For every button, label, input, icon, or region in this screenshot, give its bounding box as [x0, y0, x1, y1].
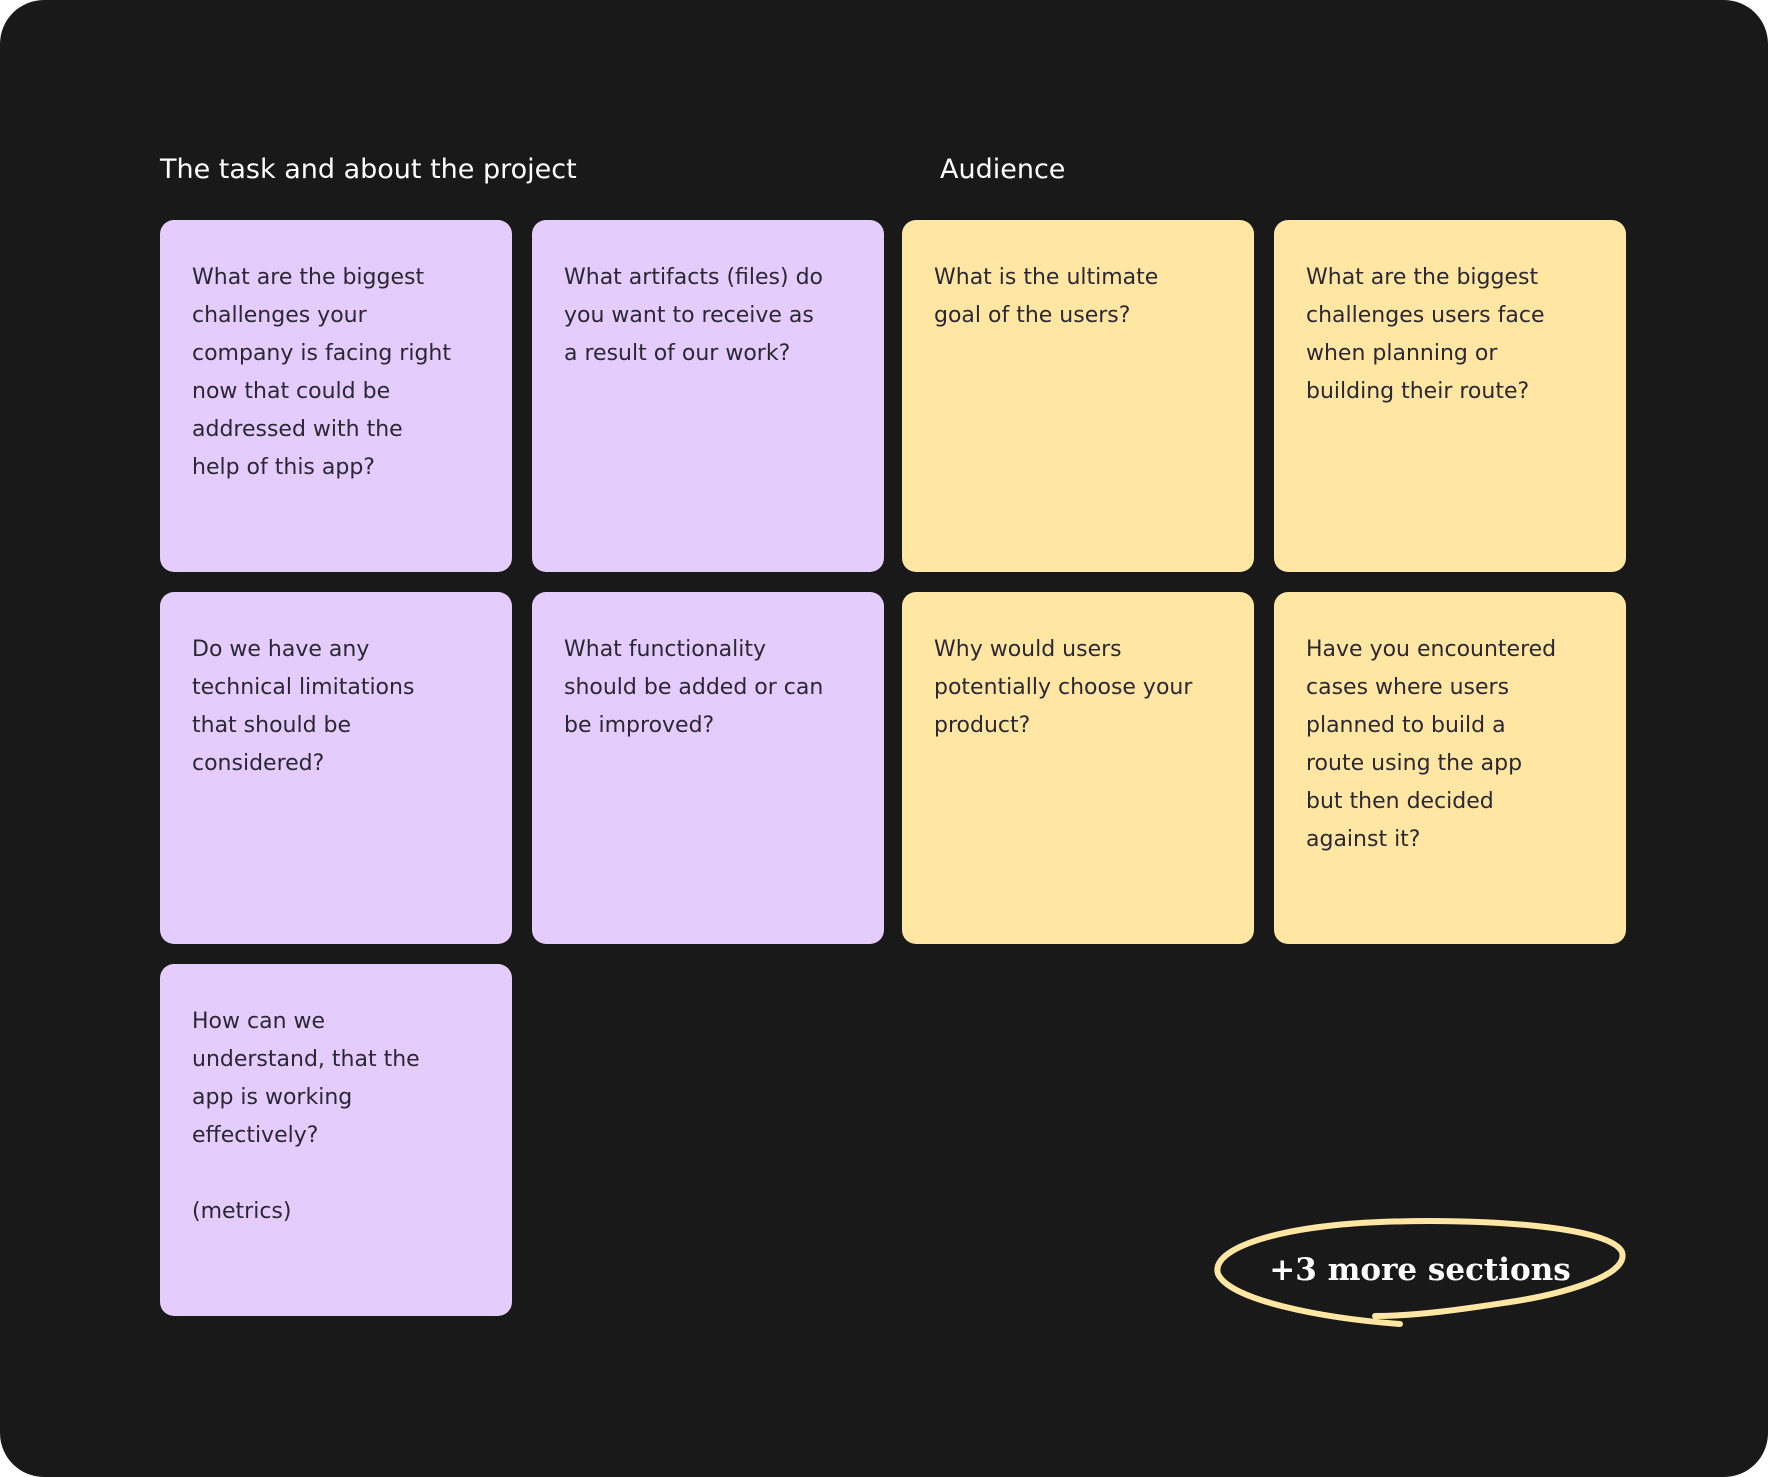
- hand-drawn-ellipse-icon: [1214, 1218, 1626, 1327]
- sticky-note[interactable]: What artifacts (files) do you want to re…: [532, 220, 884, 572]
- section-heading-task: The task and about the project: [160, 154, 577, 185]
- more-sections-label: +3 more sections: [1269, 1252, 1571, 1288]
- sticky-note[interactable]: How can we understand, that the app is w…: [160, 964, 512, 1316]
- sticky-note[interactable]: Do we have any technical limitations tha…: [160, 592, 512, 944]
- sticky-note[interactable]: What is the ultimate goal of the users?: [902, 220, 1254, 572]
- sticky-note[interactable]: What are the biggest challenges users fa…: [1274, 220, 1626, 572]
- sticky-note[interactable]: What functionality should be added or ca…: [532, 592, 884, 944]
- more-sections-button[interactable]: +3 more sections: [1210, 1212, 1630, 1336]
- sticky-note[interactable]: Have you encountered cases where users p…: [1274, 592, 1626, 944]
- section-heading-audience: Audience: [940, 154, 1066, 185]
- sticky-note[interactable]: What are the biggest challenges your com…: [160, 220, 512, 572]
- sticky-note[interactable]: Why would users potentially choose your …: [902, 592, 1254, 944]
